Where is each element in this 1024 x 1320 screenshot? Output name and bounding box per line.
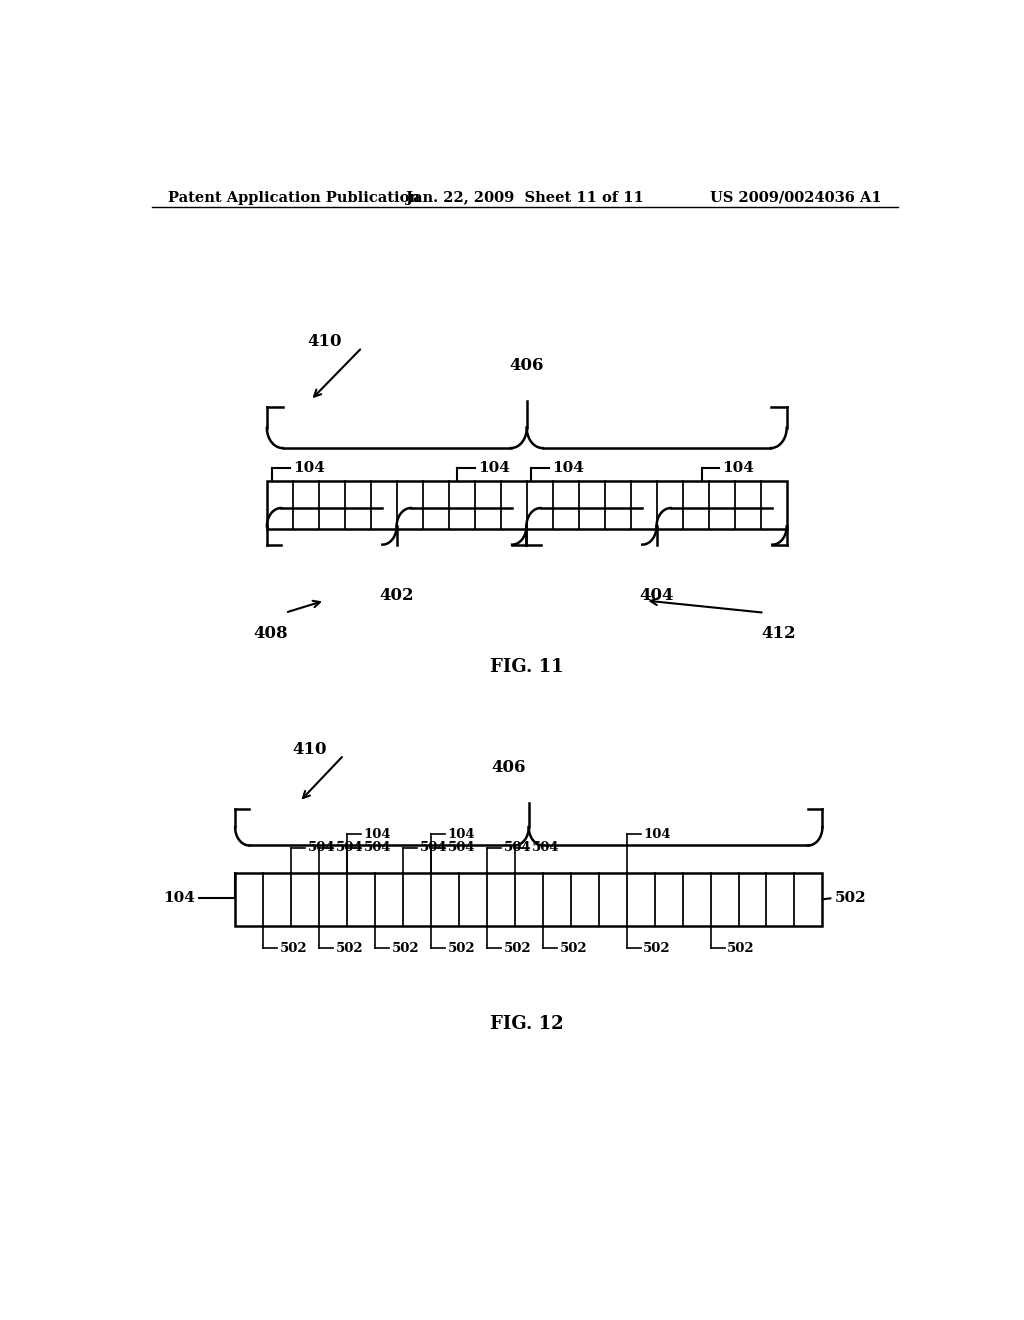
Text: 502: 502: [727, 941, 755, 954]
Text: 404: 404: [639, 587, 674, 605]
Text: 502: 502: [447, 941, 475, 954]
Text: 504: 504: [504, 841, 531, 854]
Text: FIG. 11: FIG. 11: [489, 657, 563, 676]
Bar: [267, 480, 786, 529]
Text: 504: 504: [336, 841, 364, 854]
Text: 104: 104: [552, 462, 584, 475]
Text: 502: 502: [835, 891, 866, 906]
Text: 104: 104: [722, 462, 755, 475]
Text: 502: 502: [559, 941, 587, 954]
Text: 504: 504: [420, 841, 447, 854]
Text: 402: 402: [379, 587, 414, 605]
Text: 502: 502: [643, 941, 671, 954]
Text: 502: 502: [504, 941, 531, 954]
Text: 410: 410: [308, 333, 342, 350]
Text: 406: 406: [492, 759, 526, 776]
Text: Patent Application Publication: Patent Application Publication: [168, 191, 420, 205]
Text: 408: 408: [253, 624, 288, 642]
Text: 104: 104: [478, 462, 510, 475]
Text: 412: 412: [762, 624, 797, 642]
Text: 504: 504: [447, 841, 475, 854]
Text: 502: 502: [280, 941, 307, 954]
Text: FIG. 12: FIG. 12: [489, 1015, 563, 1034]
Text: 406: 406: [509, 356, 544, 374]
Text: 504: 504: [308, 841, 335, 854]
Text: 502: 502: [336, 941, 364, 954]
Text: 504: 504: [364, 841, 391, 854]
Text: Jan. 22, 2009  Sheet 11 of 11: Jan. 22, 2009 Sheet 11 of 11: [406, 191, 644, 205]
Text: 104: 104: [164, 891, 196, 906]
Text: 104: 104: [293, 462, 325, 475]
Text: 504: 504: [531, 841, 559, 854]
Text: 104: 104: [447, 828, 475, 841]
Text: 502: 502: [391, 941, 419, 954]
Text: US 2009/0024036 A1: US 2009/0024036 A1: [711, 191, 882, 205]
Text: 410: 410: [292, 742, 327, 759]
Text: 104: 104: [643, 828, 671, 841]
Text: 104: 104: [364, 828, 391, 841]
Bar: [236, 873, 822, 925]
